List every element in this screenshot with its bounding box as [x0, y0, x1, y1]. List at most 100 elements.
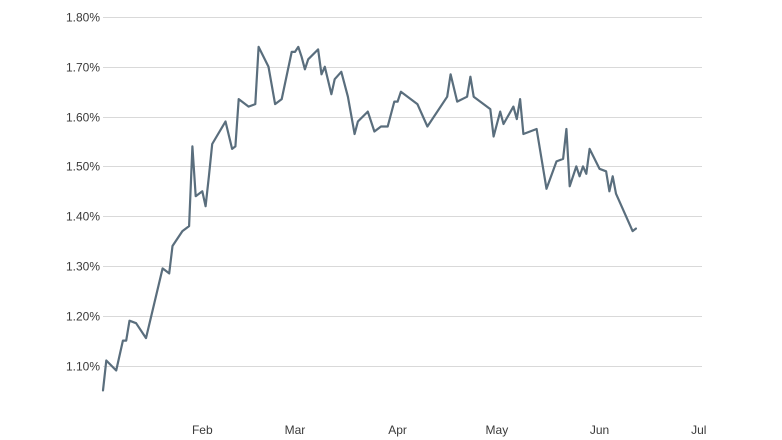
data-point	[324, 66, 326, 68]
y-tick-label: 1.60%	[66, 111, 100, 125]
data-point	[632, 230, 634, 232]
data-point	[301, 56, 303, 58]
data-point	[569, 185, 571, 187]
gridlines	[103, 17, 702, 367]
data-point	[291, 51, 293, 53]
data-point	[502, 123, 504, 125]
data-point	[340, 71, 342, 73]
data-point	[579, 175, 581, 177]
x-tick-label: Jul	[691, 423, 706, 437]
data-point	[205, 205, 207, 207]
data-point	[334, 78, 336, 80]
data-point	[105, 359, 107, 361]
data-point	[516, 118, 518, 120]
data-point	[456, 101, 458, 103]
data-point	[208, 175, 210, 177]
data-point	[489, 108, 491, 110]
data-point	[575, 165, 577, 167]
x-tick-label: Feb	[192, 423, 213, 437]
data-point	[380, 125, 382, 127]
data-point	[330, 93, 332, 95]
data-point	[545, 188, 547, 190]
data-point	[466, 96, 468, 98]
data-point	[254, 103, 256, 105]
data-point	[499, 111, 501, 113]
data-point	[201, 190, 203, 192]
series-line-0	[101, 45, 637, 392]
data-point	[238, 98, 240, 100]
data-point	[211, 143, 213, 145]
data-point	[608, 190, 610, 192]
y-tick-label: 1.10%	[66, 360, 100, 374]
data-point	[598, 168, 600, 170]
data-point	[493, 135, 495, 137]
data-point	[171, 245, 173, 247]
x-tick-label: Jun	[590, 423, 609, 437]
data-point	[191, 145, 193, 147]
data-point	[122, 340, 124, 342]
x-tick-label: May	[486, 423, 509, 437]
data-point	[387, 125, 389, 127]
data-point	[234, 145, 236, 147]
data-point	[393, 101, 395, 103]
data-point	[589, 148, 591, 150]
data-point	[397, 101, 399, 103]
data-point	[281, 98, 283, 100]
y-tick-label: 1.30%	[66, 260, 100, 274]
data-point	[522, 133, 524, 135]
data-point	[565, 128, 567, 130]
data-point	[128, 320, 130, 322]
data-point	[605, 170, 607, 172]
data-point	[473, 96, 475, 98]
data-point	[294, 51, 296, 53]
data-point	[181, 230, 183, 232]
data-point	[426, 125, 428, 127]
data-point	[400, 91, 402, 93]
data-point	[248, 106, 250, 108]
data-point	[450, 73, 452, 75]
data-point	[612, 175, 614, 177]
data-point	[125, 340, 127, 342]
data-point	[145, 337, 147, 339]
y-tick-label: 1.40%	[66, 210, 100, 224]
data-point	[519, 98, 521, 100]
data-point	[615, 193, 617, 195]
x-tick-label: Mar	[285, 423, 306, 437]
y-tick-label: 1.80%	[66, 11, 100, 25]
data-point	[536, 128, 538, 130]
data-point	[307, 58, 309, 60]
data-point	[162, 267, 164, 269]
data-point	[585, 173, 587, 175]
data-point	[373, 130, 375, 132]
data-point	[416, 103, 418, 105]
data-point	[555, 160, 557, 162]
data-point	[102, 389, 104, 391]
x-axis-tick-labels: Feb Mar Apr May Jun Jul	[192, 423, 707, 437]
data-point	[224, 120, 226, 122]
y-tick-label: 1.20%	[66, 310, 100, 324]
data-point	[469, 76, 471, 78]
data-point	[258, 46, 260, 48]
data-point	[446, 96, 448, 98]
data-point	[115, 369, 117, 371]
y-tick-label: 1.70%	[66, 61, 100, 75]
data-point	[267, 66, 269, 68]
y-tick-label: 1.50%	[66, 160, 100, 174]
data-point	[512, 106, 514, 108]
series-layer	[101, 45, 637, 392]
y-axis-tick-labels: 1.10% 1.20% 1.30% 1.40% 1.50% 1.60% 1.70% 1.80%	[66, 11, 100, 374]
data-point	[367, 111, 369, 113]
data-point	[354, 133, 356, 135]
data-point	[320, 73, 322, 75]
data-point	[357, 120, 359, 122]
data-point	[347, 96, 349, 98]
data-point	[195, 195, 197, 197]
data-point	[317, 48, 319, 50]
data-point	[188, 225, 190, 227]
data-point	[135, 322, 137, 324]
data-point	[168, 272, 170, 274]
data-point	[231, 148, 233, 150]
data-point	[635, 228, 637, 230]
data-point	[297, 46, 299, 48]
